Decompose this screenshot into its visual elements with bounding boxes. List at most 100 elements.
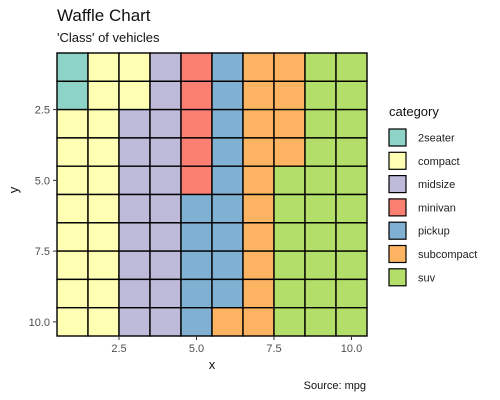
waffle-cell-suv [335, 307, 368, 337]
waffle-cell-compact [87, 193, 120, 224]
waffle-cell-subcompact [242, 165, 275, 196]
legend-label-minivan: minivan [418, 202, 456, 214]
legend-label-midsize: midsize [418, 179, 455, 191]
legend: category 2seater compact midsize minivan pic… [388, 104, 477, 287]
legend-label-suv: suv [418, 272, 436, 284]
waffle-cell-minivan [180, 52, 213, 82]
waffle-cell-compact [118, 80, 151, 111]
legend-key-2seater [388, 128, 407, 147]
waffle-cell-suv [304, 278, 337, 309]
x-tick-label: 2.5 [111, 343, 126, 355]
x-axis: 2.5 5.0 7.5 10.0 [111, 336, 362, 355]
x-tick-label: 7.5 [266, 343, 281, 355]
y-axis-title: y [6, 186, 21, 193]
waffle-cell-compact [87, 250, 120, 281]
waffle-cell-minivan [180, 165, 213, 196]
waffle-cell-suv [304, 137, 337, 167]
waffle-cell-midsize [149, 278, 182, 309]
waffle-cell-compact [56, 165, 89, 196]
waffle-cell-suv [335, 193, 368, 224]
waffle-cell-subcompact [242, 307, 275, 337]
waffle-cell-suv [335, 222, 368, 252]
waffle-cell-suv [273, 307, 306, 337]
waffle-cell-suv [304, 307, 337, 337]
x-tick-label: 10.0 [341, 343, 362, 355]
waffle-cell-compact [56, 108, 89, 139]
legend-key-compact [388, 151, 407, 170]
chart-caption: Source: mpg [304, 380, 366, 392]
waffle-cell-midsize [118, 193, 151, 224]
waffle-cell-suv [335, 165, 368, 196]
legend-key-subcompact [388, 244, 407, 264]
waffle-cell-suv [335, 80, 368, 111]
waffle-cell-pickup [211, 193, 244, 224]
waffle-cell-suv [304, 52, 337, 82]
waffle-cell-subcompact [242, 222, 275, 252]
waffle-cell-minivan [180, 80, 213, 111]
waffle-cell-midsize [149, 222, 182, 252]
waffle-cell-minivan [180, 137, 213, 167]
waffle-cell-suv [304, 222, 337, 252]
waffle-cell-suv [335, 52, 368, 82]
waffle-cell-suv [273, 165, 306, 196]
waffle-cell-compact [56, 278, 89, 309]
waffle-cell-midsize [149, 250, 182, 281]
y-tick-label: 2.5 [35, 105, 50, 117]
waffle-cell-compact [87, 165, 120, 196]
y-tick-label: 10.0 [29, 317, 50, 329]
waffle-cell-midsize [149, 108, 182, 139]
waffle-cell-suv [304, 250, 337, 281]
waffle-cell-suv [335, 278, 368, 309]
waffle-cell-compact [56, 307, 89, 337]
waffle-cell-subcompact [242, 108, 275, 139]
waffle-cell-subcompact [273, 80, 306, 111]
waffle-cell-midsize [149, 193, 182, 224]
waffle-cell-suv [335, 250, 368, 281]
y-tick-label: 7.5 [35, 246, 50, 258]
waffle-cell-compact [56, 250, 89, 281]
legend-label-2seater: 2seater [418, 133, 455, 145]
waffle-cell-subcompact [242, 80, 275, 111]
waffle-cell-pickup [180, 193, 213, 224]
waffle-cell-pickup [180, 307, 213, 337]
waffle-cell-pickup [211, 52, 244, 82]
waffle-cell-compact [118, 52, 151, 82]
waffle-cell-compact [87, 108, 120, 139]
chart-subtitle: 'Class' of vehicles [57, 30, 160, 45]
waffle-cell-midsize [149, 165, 182, 196]
chart-title: Waffle Chart [57, 6, 151, 25]
waffle-cell-pickup [211, 165, 244, 196]
waffle-cell-subcompact [242, 278, 275, 309]
waffle-cell-midsize [149, 307, 182, 337]
waffle-cell-midsize [118, 222, 151, 252]
waffle-cell-pickup [211, 250, 244, 281]
waffle-cell-midsize [149, 52, 182, 82]
waffle-cell-pickup [211, 108, 244, 139]
waffle-cell-compact [87, 80, 120, 111]
waffle-cell-pickup [211, 278, 244, 309]
y-axis: 2.5 5.0 7.5 10.0 [29, 105, 57, 329]
waffle-cell-pickup [211, 80, 244, 111]
legend-key-midsize [388, 175, 407, 194]
legend-key-minivan [388, 198, 407, 217]
waffle-cell-suv [273, 222, 306, 252]
waffle-cell-pickup [211, 222, 244, 252]
waffle-cell-suv [335, 137, 368, 167]
waffle-cell-subcompact [242, 250, 275, 281]
waffle-cell-subcompact [273, 108, 306, 139]
waffle-cell-subcompact [242, 137, 275, 167]
waffle-cell-pickup [180, 278, 213, 309]
legend-label-subcompact: subcompact [418, 249, 477, 261]
waffle-cell-midsize [149, 80, 182, 111]
waffle-cell-subcompact [273, 137, 306, 167]
waffle-cell-suv [273, 193, 306, 224]
legend-key-suv [388, 268, 407, 287]
waffle-cell-compact [56, 193, 89, 224]
waffle-cell-subcompact [273, 52, 306, 82]
waffle-cell-midsize [118, 278, 151, 309]
waffle-cell-pickup [211, 137, 244, 167]
legend-label-compact: compact [418, 156, 460, 168]
waffle-cell-subcompact [242, 193, 275, 224]
waffle-cell-suv [273, 278, 306, 309]
